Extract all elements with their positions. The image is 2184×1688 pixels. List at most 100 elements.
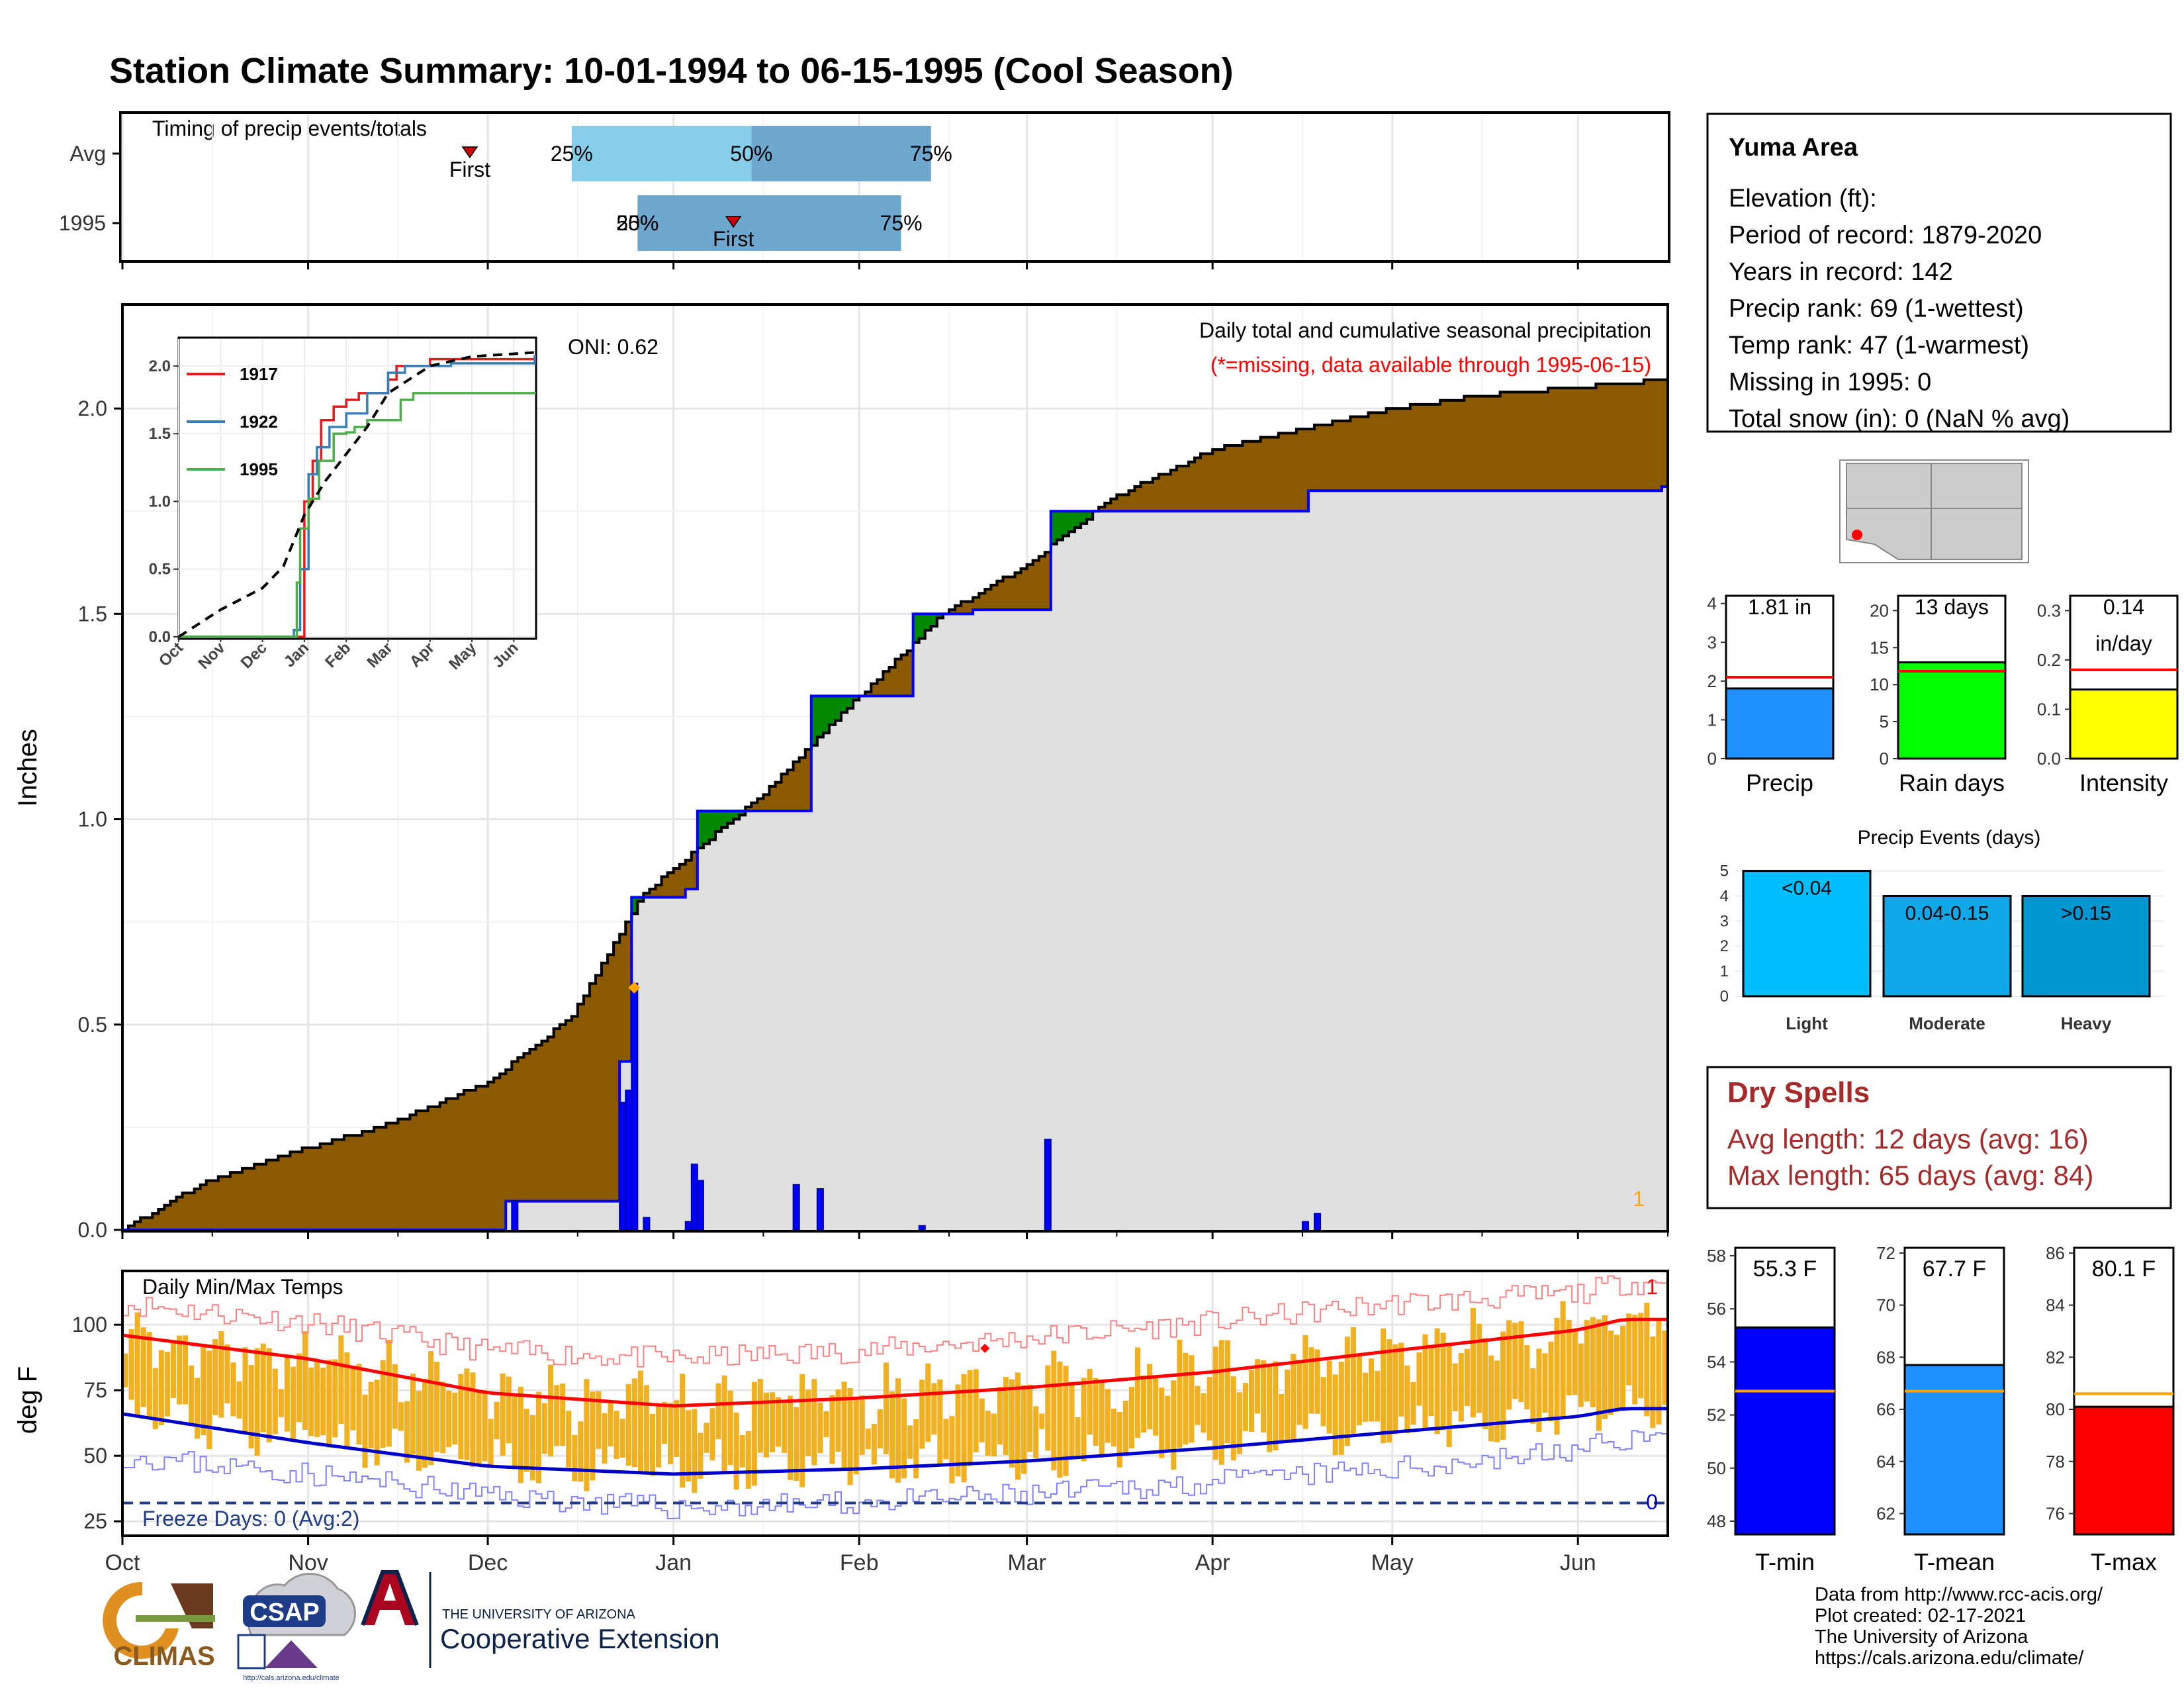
station-info-line: Missing in 1995: 0 bbox=[1729, 369, 1931, 397]
station-info-line: Temp rank: 47 (1-warmest) bbox=[1729, 332, 2029, 359]
deficit-segment bbox=[386, 1123, 392, 1230]
deficit-segment bbox=[482, 1086, 488, 1230]
daily-temp-bar bbox=[464, 1368, 470, 1460]
daily-temp-bar bbox=[1536, 1348, 1542, 1432]
deficit-segment bbox=[745, 806, 752, 812]
deficit-segment bbox=[230, 1172, 237, 1230]
deficit-segment bbox=[410, 1115, 417, 1230]
daily-temp-bar bbox=[1375, 1370, 1381, 1422]
surplus-segment bbox=[829, 696, 836, 725]
daily-temp-bar bbox=[416, 1391, 422, 1471]
daily-precip-bar bbox=[625, 1090, 633, 1231]
daily-temp-bar bbox=[1476, 1323, 1482, 1413]
legend-label-1995: 1995 bbox=[240, 459, 278, 479]
temp-stat-ytick-label: 54 bbox=[1707, 1352, 1726, 1372]
daily-temp-bar bbox=[817, 1402, 823, 1454]
deficit-segment bbox=[523, 1053, 531, 1201]
daily-temp-bar bbox=[1057, 1361, 1063, 1478]
deficit-segment bbox=[1524, 392, 1531, 491]
daily-temp-bar bbox=[668, 1403, 674, 1464]
deficit-segment bbox=[751, 802, 758, 812]
freeze-days-label: Freeze Days: 0 (Avg:2) bbox=[142, 1507, 359, 1530]
deficit-segment bbox=[392, 1123, 398, 1230]
deficit-segment bbox=[1176, 465, 1183, 512]
daily-precip-bar bbox=[1301, 1221, 1309, 1231]
daily-temp-bar bbox=[1572, 1330, 1578, 1395]
daily-temp-bar bbox=[967, 1370, 973, 1466]
event-bar-label: Moderate bbox=[1909, 1013, 1985, 1033]
stat-ytick-label: 4 bbox=[1707, 594, 1717, 614]
stat-label: Precip bbox=[1746, 769, 1813, 796]
deficit-segment bbox=[146, 1217, 153, 1230]
daily-temp-bar bbox=[608, 1402, 614, 1446]
stat-ytick-label: 0.0 bbox=[2037, 749, 2061, 769]
daily-temp-bar bbox=[1398, 1342, 1404, 1417]
stat-ytick-label: 1 bbox=[1707, 710, 1717, 729]
daily-temp-bar bbox=[835, 1389, 841, 1452]
daily-temp-bar bbox=[1302, 1335, 1308, 1429]
daily-temp-bar bbox=[1206, 1377, 1212, 1441]
deficit-segment bbox=[997, 581, 1004, 610]
station-info-line: Elevation (ft): bbox=[1729, 185, 1877, 212]
daily-temp-bar bbox=[925, 1363, 931, 1442]
daily-precip-bar bbox=[792, 1184, 800, 1231]
deficit-segment bbox=[1386, 408, 1393, 491]
daily-temp-bar bbox=[560, 1383, 566, 1446]
inset-line-1922 bbox=[179, 355, 536, 638]
q25-label: 25% bbox=[551, 142, 593, 165]
daily-temp-bar bbox=[428, 1350, 434, 1466]
daily-temp-bar bbox=[715, 1383, 721, 1440]
temp-stat-ytick-label: 66 bbox=[1876, 1399, 1895, 1419]
precip-panel-subtitle: (*=missing, data available through 1995-… bbox=[1210, 353, 1651, 377]
daily-temp-bar bbox=[1147, 1364, 1153, 1430]
stat-ytick-label: 20 bbox=[1870, 600, 1889, 620]
surplus-segment bbox=[847, 696, 854, 709]
precip-ytick-label: 1.0 bbox=[78, 808, 107, 831]
timing-panel: Timing of precip events/totals Avg 25% 50%… bbox=[59, 111, 2071, 269]
deficit-segment bbox=[355, 1135, 363, 1230]
deficit-segment bbox=[176, 1197, 183, 1230]
deficit-segment bbox=[1152, 478, 1160, 512]
temp-panel-title: Daily Min/Max Temps bbox=[142, 1275, 343, 1299]
deficit-segment bbox=[1296, 429, 1303, 512]
deficit-segment bbox=[212, 1180, 219, 1230]
daily-temp-bar bbox=[326, 1360, 332, 1448]
deficit-segment bbox=[871, 683, 878, 696]
daily-temp-bar bbox=[1554, 1317, 1560, 1435]
daily-temp-bar bbox=[1584, 1320, 1590, 1402]
deficit-segment bbox=[1416, 404, 1423, 491]
inset-ytick-label: 0.5 bbox=[149, 561, 171, 579]
daily-precip-bar bbox=[631, 982, 639, 1231]
daily-temp-bar bbox=[1344, 1336, 1350, 1446]
csap-wordmark: CSAP bbox=[250, 1599, 320, 1626]
daily-temp-bar bbox=[350, 1368, 356, 1430]
daily-temp-bar bbox=[997, 1387, 1003, 1445]
daily-temp-bar bbox=[698, 1432, 704, 1479]
deficit-segment bbox=[1188, 461, 1195, 512]
daily-temp-bar bbox=[865, 1429, 871, 1450]
daily-temp-bar bbox=[189, 1365, 195, 1425]
deficit-segment bbox=[805, 749, 812, 812]
daily-temp-bar bbox=[356, 1364, 362, 1445]
deficit-segment bbox=[907, 651, 914, 696]
surplus-segment bbox=[913, 614, 920, 643]
daily-temp-bar bbox=[1338, 1361, 1344, 1455]
deficit-segment bbox=[1476, 396, 1483, 491]
daily-temp-bar bbox=[242, 1347, 248, 1432]
precip-y-axis-label: Inches bbox=[13, 729, 42, 807]
daily-temp-bar bbox=[1362, 1372, 1368, 1422]
daily-temp-bar bbox=[1255, 1359, 1261, 1414]
daily-temp-bar bbox=[128, 1329, 134, 1400]
surplus-segment bbox=[835, 696, 842, 721]
daily-temp-bar bbox=[782, 1403, 788, 1453]
event-bar-value: >0.15 bbox=[2061, 902, 2111, 924]
deficit-segment bbox=[302, 1147, 309, 1230]
deficit-segment bbox=[769, 786, 776, 812]
daily-temp-bar bbox=[1632, 1315, 1638, 1405]
deficit-segment bbox=[1308, 429, 1315, 491]
daily-temp-bar bbox=[518, 1386, 523, 1483]
deficit-segment bbox=[1608, 383, 1615, 491]
daily-temp-bar bbox=[1003, 1377, 1009, 1456]
precip-events-chart: Precip Events (days) 0 1 2 3 4 5 <0.04 Light 0.0… bbox=[1720, 827, 2164, 1033]
daily-precip-bar bbox=[1044, 1139, 1052, 1231]
